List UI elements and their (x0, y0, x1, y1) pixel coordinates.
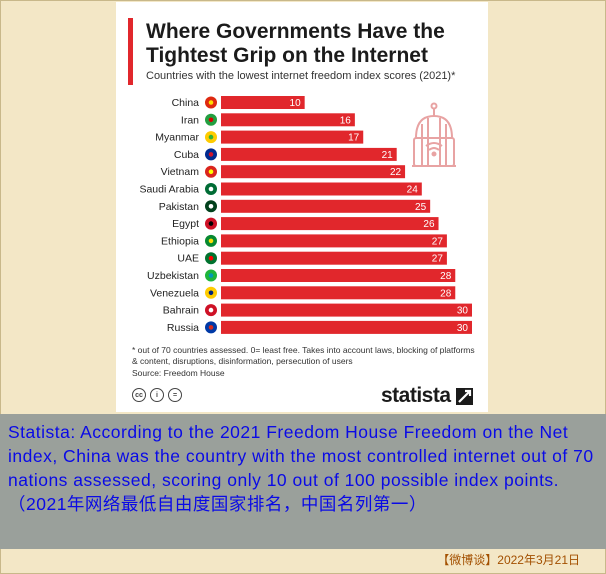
bar (221, 251, 447, 265)
bar (221, 130, 364, 144)
infographic-card: Where Governments Have the Tightest Grip… (116, 2, 488, 412)
bar-value-label: 17 (348, 133, 360, 144)
bar (221, 217, 439, 231)
bar-value-label: 25 (415, 202, 427, 213)
bar (221, 147, 397, 161)
category-label: Pakistan (159, 201, 199, 213)
category-label: Uzbekistan (147, 270, 199, 282)
category-label: Venezuela (150, 287, 199, 299)
category-label: Cuba (174, 149, 199, 161)
title-accent-bar (128, 18, 133, 85)
statista-logo: statista (381, 384, 451, 407)
bar (221, 234, 447, 248)
no-derivatives-icon: = (168, 388, 182, 402)
statista-logo-mark (456, 388, 473, 405)
bar (221, 286, 456, 300)
category-label: Russia (167, 322, 199, 334)
country-flag-detail (208, 307, 214, 313)
bar (221, 303, 472, 317)
bar-value-label: 10 (290, 98, 302, 109)
bar-value-label: 30 (457, 306, 469, 317)
bar-value-label: 28 (440, 288, 452, 299)
bar-value-label: 27 (432, 254, 444, 265)
country-flag-detail (208, 169, 214, 174)
country-flag-detail (208, 221, 214, 226)
bar (221, 269, 456, 282)
category-label: UAE (177, 253, 199, 265)
category-label: Vietnam (161, 166, 200, 178)
bar (221, 165, 406, 179)
bar (221, 182, 422, 196)
bar-value-label: 26 (423, 219, 435, 230)
bar-value-label: 22 (390, 167, 402, 178)
category-label: Egypt (172, 218, 199, 230)
attribution-icon: i (150, 388, 164, 402)
country-flag-detail (208, 255, 214, 261)
bar-value-label: 16 (340, 115, 352, 126)
country-flag-detail (208, 117, 214, 123)
country-flag-detail (208, 186, 214, 192)
chart-source: Source: Freedom House (132, 368, 225, 378)
category-label: Saudi Arabia (139, 184, 199, 196)
category-label: Ethiopia (161, 235, 199, 247)
caption-text: Statista: According to the 2021 Freedom … (8, 422, 594, 514)
country-flag-detail (208, 152, 214, 157)
bar (221, 199, 431, 213)
bar-value-label: 24 (407, 185, 419, 196)
license-icons: cc i = (132, 388, 182, 402)
country-flag-detail (208, 273, 214, 278)
country-flag-detail (208, 204, 214, 209)
chart-subtitle: Countries with the lowest internet freed… (146, 70, 456, 82)
bars-group: China 10 Iran 16 Myanmar 17 Cuba 21 Vietnam 22 Sau… (139, 96, 472, 334)
birdcage-icon (412, 102, 456, 167)
bar (221, 320, 472, 334)
country-flag-detail (208, 290, 214, 296)
bar-value-label: 27 (432, 236, 444, 247)
bar-chart: China 10 Iran 16 Myanmar 17 Cuba 21 Vietnam 22 Sau… (139, 96, 472, 334)
category-label: Bahrain (163, 305, 199, 317)
date-stamp: 【微博谈】2022年3月21日 (437, 553, 580, 567)
bar (221, 96, 305, 109)
bar-value-label: 28 (440, 271, 452, 282)
category-label: Myanmar (155, 132, 199, 144)
country-flag-detail (208, 100, 214, 105)
country-flag-detail (208, 325, 214, 330)
caption-box: Statista: According to the 2021 Freedom … (0, 414, 606, 549)
bar (221, 113, 355, 127)
chart-title: Where Governments Have the Tightest Grip… (146, 20, 445, 67)
creative-commons-icon: cc (132, 388, 146, 402)
bar-value-label: 21 (382, 150, 394, 161)
category-label: Iran (181, 114, 199, 126)
country-flag-detail (208, 134, 214, 140)
country-flag-detail (208, 238, 214, 244)
chart-footnote: * out of 70 countries assessed. 0= least… (132, 345, 475, 366)
bar-value-label: 30 (457, 323, 469, 334)
category-label: China (172, 97, 200, 109)
